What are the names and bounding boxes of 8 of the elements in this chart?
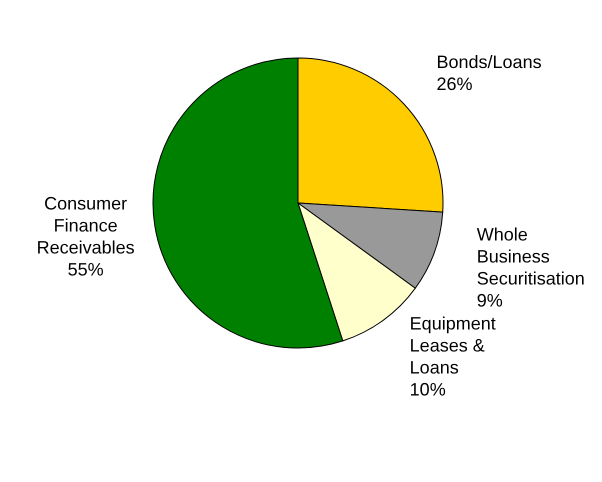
data-label: 9% <box>476 290 503 310</box>
data-label: 55% <box>68 260 104 280</box>
slice-label: Equipment Leases & Loans <box>410 314 496 378</box>
slice-label: Bonds/Loans <box>436 52 542 72</box>
data-label: 26% <box>436 74 473 94</box>
slice-label: Consumer Finance Receivables <box>36 194 135 258</box>
slice-label: Whole Business Securitisation <box>476 224 585 288</box>
data-label: 10% <box>410 380 446 400</box>
